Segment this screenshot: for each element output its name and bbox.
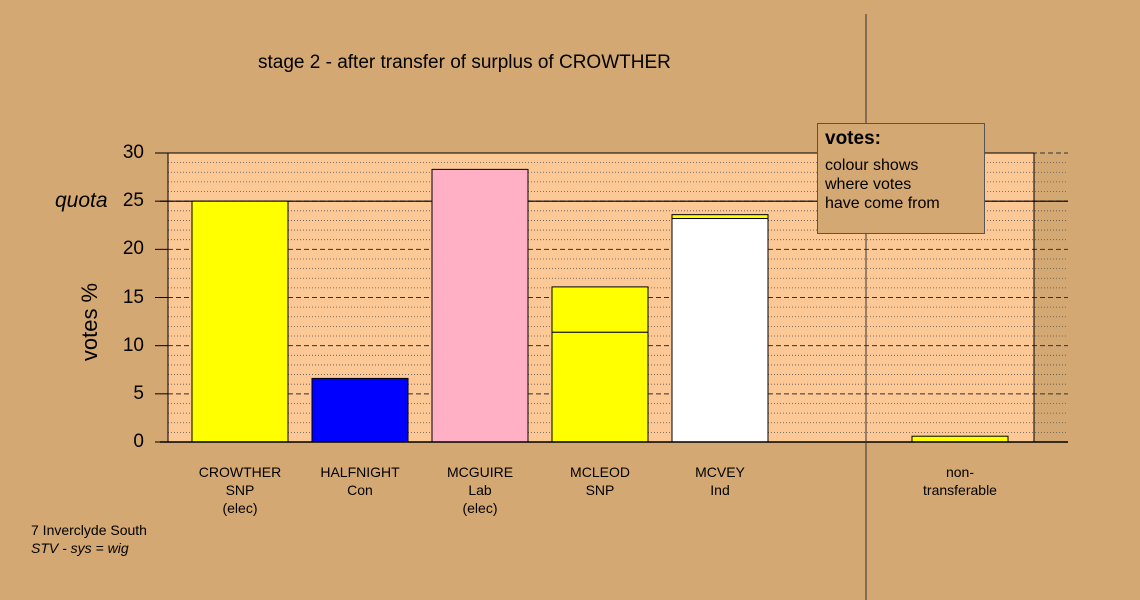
system-label: STV - sys = wig — [31, 540, 129, 556]
bar-segment — [551, 331, 649, 443]
category-label-line: (elec) — [222, 500, 258, 516]
y-tick-label: 0 — [133, 431, 144, 452]
constituency-label: 7 Inverclyde South — [31, 522, 147, 538]
y-tick-label: 15 — [122, 286, 144, 308]
category-label-line: Lab — [468, 482, 492, 498]
category-label-line: Con — [347, 482, 373, 498]
bar-segment — [671, 214, 769, 220]
y-tick-label: 20 — [122, 238, 144, 260]
category-label-line: Ind — [710, 482, 730, 498]
y-tick-label: 10 — [122, 334, 144, 356]
legend-title: votes: — [825, 128, 881, 149]
category-label-line: MCLEOD — [570, 464, 630, 480]
category-label: MCLEOD SNP — [540, 463, 660, 499]
bar-segment — [911, 435, 1009, 443]
legend-line: where votes — [825, 176, 912, 193]
category-label-line: SNP — [585, 482, 615, 498]
footer: 7 Inverclyde South STV - sys = wig — [31, 521, 147, 557]
legend-line: colour shows — [825, 157, 919, 174]
category-label-line: MCVEY — [695, 464, 745, 480]
legend-box: votes: colour shows where votes have com… — [817, 123, 985, 234]
category-label: MCGUIRE Lab (elec) — [420, 463, 540, 517]
y-axis-label: votes % — [77, 282, 102, 362]
category-label: non-transferable — [900, 463, 1020, 499]
y-tick-label: 5 — [133, 382, 144, 404]
category-label-line: CROWTHER — [198, 464, 282, 480]
category-label-line: non- — [945, 464, 975, 480]
chart-title: stage 2 - after transfer of surplus of C… — [258, 52, 671, 73]
y-tick-label: 30 — [122, 142, 144, 163]
category-label: HALFNIGHT Con — [300, 463, 420, 499]
category-label-line: (elec) — [462, 500, 498, 516]
bar-segment — [311, 377, 409, 443]
bar-segment — [671, 218, 769, 443]
bar-segment — [431, 168, 529, 443]
bar-segment — [551, 286, 649, 333]
bar-segment — [191, 200, 289, 443]
category-label-line: HALFNIGHT — [320, 464, 400, 480]
quota-label: quota — [55, 189, 108, 212]
category-label-line: SNP — [225, 482, 255, 498]
category-label: MCVEY Ind — [660, 463, 780, 499]
legend-line: have come from — [825, 195, 940, 212]
category-label-line: transferable — [923, 482, 997, 498]
category-label: CROWTHER SNP (elec) — [180, 463, 300, 517]
y-tick-label: 25 — [122, 190, 144, 212]
category-label-line: MCGUIRE — [446, 464, 514, 480]
